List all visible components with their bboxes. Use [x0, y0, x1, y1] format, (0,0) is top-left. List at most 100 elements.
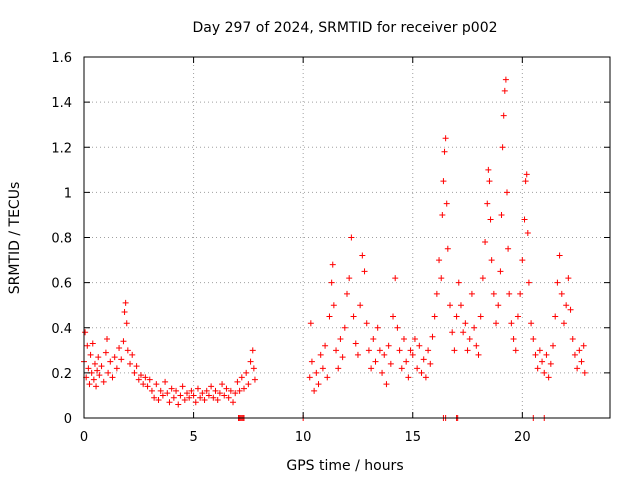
data-point — [350, 313, 357, 320]
data-point — [129, 351, 136, 358]
data-point — [357, 302, 364, 309]
data-point — [554, 279, 561, 286]
data-point — [137, 372, 144, 379]
data-point — [374, 324, 381, 331]
data-point — [131, 369, 138, 376]
data-point — [337, 336, 344, 343]
data-point — [485, 166, 492, 173]
data-point — [441, 148, 448, 155]
data-point — [157, 387, 164, 394]
data-point — [453, 313, 460, 320]
data-point — [574, 365, 581, 372]
data-point — [159, 392, 166, 399]
data-point — [407, 347, 414, 354]
data-point — [146, 376, 153, 383]
data-point — [475, 351, 482, 358]
data-point — [118, 356, 125, 363]
data-point — [524, 229, 531, 236]
data-point — [230, 399, 237, 406]
data-point — [249, 347, 256, 354]
data-point — [471, 324, 478, 331]
x-axis-label: GPS time / hours — [286, 458, 403, 474]
data-point — [400, 336, 407, 343]
data-point — [308, 358, 315, 365]
data-point — [319, 365, 326, 372]
data-point — [179, 383, 186, 390]
data-point — [214, 396, 221, 403]
data-point — [500, 112, 507, 119]
data-point — [93, 383, 100, 390]
data-point — [243, 369, 250, 376]
data-point — [440, 178, 447, 185]
data-point — [365, 347, 372, 354]
data-point — [324, 374, 331, 381]
data-point — [104, 336, 111, 343]
data-point — [576, 347, 583, 354]
data-point — [420, 356, 427, 363]
data-point — [414, 365, 421, 372]
data-point — [352, 340, 359, 347]
data-point — [532, 351, 539, 358]
data-point — [177, 392, 184, 399]
y-tick-label: 0.6 — [51, 277, 72, 292]
data-point — [247, 358, 254, 365]
data-point — [506, 290, 513, 297]
data-point — [394, 324, 401, 331]
data-point — [361, 268, 368, 275]
data-point — [333, 347, 340, 354]
data-point — [558, 290, 565, 297]
data-point — [153, 381, 160, 388]
data-point — [329, 261, 336, 268]
data-point — [326, 313, 333, 320]
y-axis-label: SRMTID / TECUs — [7, 182, 23, 295]
data-point — [328, 279, 335, 286]
data-point — [216, 390, 223, 397]
data-point — [251, 376, 258, 383]
data-point — [86, 381, 93, 388]
data-point — [499, 144, 506, 151]
data-point — [488, 257, 495, 264]
data-point — [109, 374, 116, 381]
data-point — [127, 360, 134, 367]
data-points — [81, 76, 588, 421]
x-tick-label: 15 — [404, 430, 421, 445]
data-point — [116, 345, 123, 352]
data-point — [514, 313, 521, 320]
data-point — [164, 390, 171, 397]
data-point — [405, 374, 412, 381]
data-point — [567, 306, 574, 313]
data-point — [203, 387, 210, 394]
data-point — [519, 257, 526, 264]
data-point — [184, 390, 191, 397]
data-point — [122, 299, 129, 306]
data-point — [232, 390, 239, 397]
data-point — [240, 385, 247, 392]
grid-lines — [84, 57, 610, 418]
data-point — [94, 367, 101, 374]
data-point — [390, 313, 397, 320]
data-point — [545, 374, 552, 381]
data-point — [468, 290, 475, 297]
data-point — [335, 365, 342, 372]
data-point — [186, 394, 193, 401]
data-point — [192, 399, 199, 406]
data-point — [464, 347, 471, 354]
data-point — [124, 347, 131, 354]
x-tick-label: 20 — [514, 430, 531, 445]
data-point — [508, 320, 515, 327]
data-point — [85, 365, 92, 372]
x-tick-label: 10 — [295, 430, 312, 445]
data-point — [181, 396, 188, 403]
data-point — [525, 279, 532, 286]
data-point — [425, 347, 432, 354]
data-point — [236, 387, 243, 394]
data-point — [550, 342, 557, 349]
data-point — [482, 239, 489, 246]
data-point — [503, 189, 510, 196]
y-tick-label: 1.4 — [51, 96, 72, 111]
y-tick-label: 0.4 — [51, 322, 72, 337]
data-point — [105, 369, 112, 376]
data-point — [135, 376, 142, 383]
data-point — [123, 320, 130, 327]
